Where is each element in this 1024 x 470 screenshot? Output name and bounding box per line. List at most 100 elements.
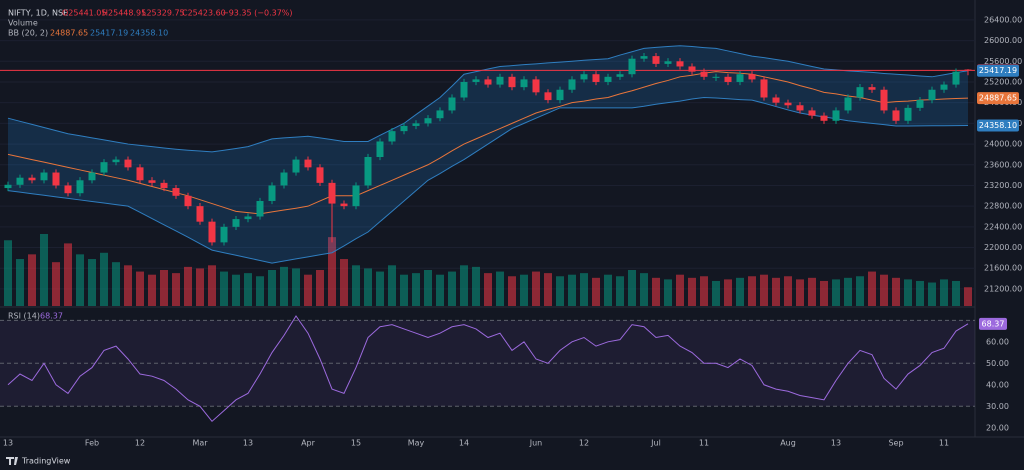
candle-body xyxy=(868,87,876,90)
x-tick-label: 13 xyxy=(3,439,13,448)
candle-body xyxy=(304,159,312,168)
candle-body xyxy=(580,74,588,80)
price-label: 24358.10 xyxy=(979,121,1017,130)
candle-body xyxy=(268,185,276,201)
volume-title: Volume xyxy=(8,19,38,28)
x-tick-label: 13 xyxy=(243,439,253,448)
volume-bar xyxy=(172,273,180,306)
volume-bar xyxy=(460,265,468,306)
x-tick-label: Mar xyxy=(192,439,208,448)
candle-body xyxy=(88,172,96,181)
ohlc-open: O25441.05 xyxy=(62,9,106,18)
ohlc-close: C25423.60 xyxy=(182,9,226,18)
bb-upper xyxy=(7,45,969,153)
bb-middle-value: 24887.65 xyxy=(50,29,88,38)
volume-bar xyxy=(784,276,792,306)
candle-body xyxy=(136,167,144,181)
x-tick-label: Aug xyxy=(780,439,796,448)
volume-bar xyxy=(220,271,228,306)
x-tick-label: 15 xyxy=(351,439,361,448)
candle-body xyxy=(640,56,648,59)
volume-bar xyxy=(424,270,432,306)
candle-body xyxy=(520,79,528,88)
volume-bar xyxy=(640,273,648,306)
candle-body xyxy=(820,115,828,121)
volume-bar xyxy=(244,273,252,306)
bb-lower xyxy=(7,97,969,264)
volume-bar xyxy=(184,266,192,306)
volume-bar xyxy=(88,259,96,306)
volume-bar xyxy=(316,270,324,306)
y-tick-label: 22800.00 xyxy=(984,202,1022,211)
rsi-tick-label: 60.00 xyxy=(986,337,1009,346)
candle-body xyxy=(508,76,516,88)
y-tick-label: 25600.00 xyxy=(984,57,1022,66)
rsi-tick-label: 20.00 xyxy=(986,423,1009,432)
change: −93.35 (−0.37%) xyxy=(222,9,293,18)
candle-body xyxy=(748,74,756,80)
volume-bar xyxy=(412,273,420,306)
candle-body xyxy=(160,182,168,189)
candle-body xyxy=(220,226,228,243)
rsi-label: 68.37 xyxy=(982,319,1005,328)
candle-body xyxy=(460,81,468,98)
volume-bar xyxy=(352,265,360,306)
volume-bar xyxy=(28,254,36,306)
candle-body xyxy=(340,203,348,207)
candle-body xyxy=(700,71,708,77)
candle-body xyxy=(592,74,600,82)
rsi-title: RSI (14) xyxy=(8,312,40,321)
volume-bar xyxy=(520,274,528,306)
y-tick-label: 26400.00 xyxy=(984,15,1022,24)
volume-bar xyxy=(256,276,264,306)
volume-bar xyxy=(508,276,516,306)
volume-bar xyxy=(496,271,504,306)
candle-body xyxy=(604,76,612,82)
volume-bar xyxy=(940,279,948,306)
volume-bar xyxy=(832,279,840,306)
price-label-box xyxy=(977,119,1019,132)
y-tick-label: 23200.00 xyxy=(984,181,1022,190)
brand-logo xyxy=(6,457,18,465)
candle-body xyxy=(400,125,408,132)
volume-bar xyxy=(280,266,288,306)
y-tick-label: 21200.00 xyxy=(984,284,1022,293)
volume-bar xyxy=(676,274,684,306)
bb-upper-value: 25417.19 xyxy=(90,29,128,38)
volume-bar xyxy=(712,280,720,306)
volume-bar xyxy=(364,268,372,306)
price-label: 24887.65 xyxy=(979,94,1017,103)
candle-body xyxy=(100,162,108,173)
volume-bar xyxy=(604,274,612,306)
candle-body xyxy=(28,177,36,181)
volume-bar xyxy=(820,280,828,306)
volume-bar xyxy=(64,243,72,306)
volume-bar xyxy=(136,271,144,306)
volume-bar xyxy=(448,271,456,306)
y-tick-label: 22000.00 xyxy=(984,243,1022,252)
x-tick-label: 12 xyxy=(135,439,145,448)
candle-body xyxy=(676,61,684,67)
candle-body xyxy=(892,110,900,121)
volume-bar xyxy=(532,271,540,306)
x-tick-label: 11 xyxy=(939,439,949,448)
y-tick-label: 22400.00 xyxy=(984,222,1022,231)
volume-bar xyxy=(568,274,576,306)
bb-title: BB (20, 2) xyxy=(8,29,48,38)
candle-body xyxy=(424,118,432,124)
candle-body xyxy=(388,131,396,142)
volume-bar xyxy=(592,277,600,306)
bb-fill xyxy=(8,45,968,264)
candle-body xyxy=(472,79,480,82)
footer-brand: TradingView xyxy=(21,457,71,466)
candle-body xyxy=(772,97,780,103)
y-tick-label: 23600.00 xyxy=(984,160,1022,169)
x-tick-label: May xyxy=(408,439,425,448)
candle-body xyxy=(412,123,420,126)
volume-bar xyxy=(4,240,12,306)
price-label-box xyxy=(977,92,1019,105)
candle-body xyxy=(76,180,84,194)
y-tick-label: 21600.00 xyxy=(984,264,1022,273)
y-tick-label: 24000.00 xyxy=(984,140,1022,149)
rsi-tick-label: 50.00 xyxy=(986,359,1009,368)
